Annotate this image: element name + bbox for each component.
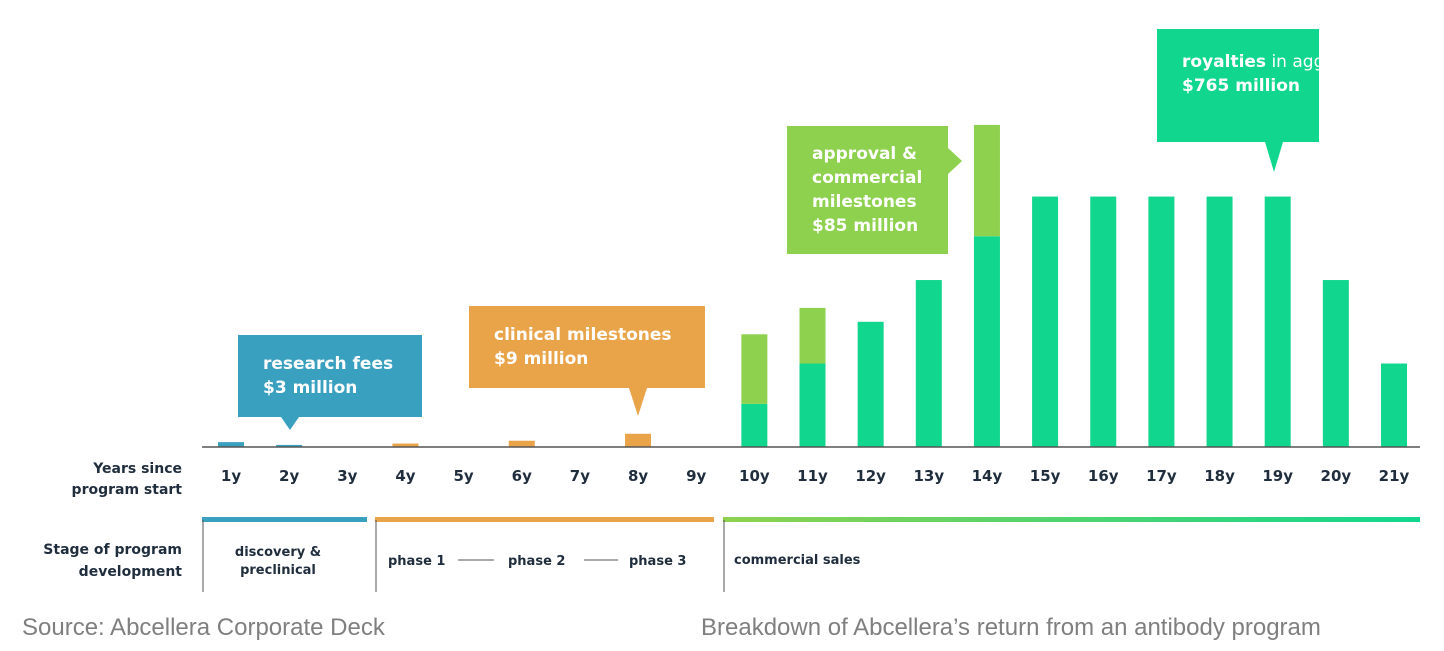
bar-8y-s1 — [625, 433, 652, 447]
stage-bar-commercial — [723, 517, 1420, 522]
tick-label-7y: 7y — [570, 467, 590, 485]
bar-1y-s0 — [218, 442, 244, 447]
stage-discovery-line2: preclinical — [240, 563, 316, 578]
research-fees-pointer — [281, 417, 299, 430]
bar-2y-s0 — [276, 444, 303, 447]
stage-bar-clinical — [375, 517, 714, 522]
tick-label-15y: 15y — [1030, 467, 1061, 485]
clinical-milestones-callout: clinical milestones $9 million — [469, 306, 705, 416]
tick-label-12y: 12y — [855, 467, 886, 485]
research-fees-amount: $3 million — [263, 378, 358, 398]
approval-milestones-amount: $85 million — [812, 216, 919, 236]
stage-phase1: phase 1 — [388, 554, 445, 569]
source-caption: Source: Abcellera Corporate Deck — [22, 614, 385, 641]
bar-15y-s2 — [1032, 196, 1059, 447]
tick-label-4y: 4y — [395, 467, 415, 485]
bar-10y-s3 — [741, 334, 768, 404]
tick-label-6y: 6y — [512, 467, 532, 485]
description-caption: Breakdown of Abcellera’s return from an … — [701, 614, 1321, 641]
stage-bar-discovery — [202, 517, 367, 522]
bar-12y-s2 — [857, 321, 884, 447]
bar-21y-s2 — [1381, 363, 1407, 447]
stage-commercial: commercial sales — [734, 553, 861, 568]
clinical-milestones-amount: $9 million — [494, 349, 589, 369]
research-fees-label: research fees — [263, 354, 394, 374]
royalties-line1: royalties in aggregate of — [1182, 50, 1402, 74]
tick-label-9y: 9y — [686, 467, 706, 485]
bar-11y-s2 — [799, 363, 826, 447]
tick-label-11y: 11y — [797, 467, 828, 485]
approval-milestones-label: approval & commercial milestones — [812, 144, 923, 212]
tick-label-10y: 10y — [739, 467, 770, 485]
tick-label-2y: 2y — [279, 467, 299, 485]
royalties-callout: royalties in aggregate of $765 million — [1157, 29, 1402, 172]
research-fees-callout: research fees $3 million — [238, 335, 422, 430]
bar-13y-s2 — [915, 280, 942, 447]
tick-label-3y: 3y — [337, 467, 357, 485]
bar-10y-s2 — [741, 403, 768, 447]
bar-19y-s2 — [1264, 196, 1291, 447]
stage-discovery-line1: discovery & — [235, 545, 321, 560]
bar-4y-s1 — [392, 443, 419, 447]
clinical-milestones-pointer — [629, 388, 647, 416]
royalties-label: royalties — [1182, 52, 1267, 72]
tick-label-20y: 20y — [1321, 467, 1352, 485]
bar-11y-s3 — [799, 307, 826, 364]
stage-title-line1: Stage of program — [43, 542, 182, 558]
bar-14y-s2 — [973, 236, 1000, 447]
tick-label-19y: 19y — [1262, 467, 1293, 485]
x-axis-title-line1: Years since — [92, 461, 182, 477]
tick-label-17y: 17y — [1146, 467, 1177, 485]
bar-17y-s2 — [1148, 196, 1175, 447]
stage-phase3: phase 3 — [629, 554, 686, 569]
tick-label-16y: 16y — [1088, 467, 1119, 485]
tick-label-1y: 1y — [221, 467, 241, 485]
tick-label-8y: 8y — [628, 467, 648, 485]
bar-6y-s1 — [508, 440, 535, 447]
chart-svg: 1y 2y 3y 4y 5y 6y 7y 8y 9y 10y 11y 12y 13y 14y 15y 16y 1… — [43, 124, 1420, 592]
bar-18y-s2 — [1206, 196, 1233, 447]
royalties-pointer — [1265, 142, 1283, 172]
tick-label-14y: 14y — [972, 467, 1003, 485]
tick-label-13y: 13y — [913, 467, 944, 485]
approval-milestones-pointer — [948, 148, 962, 174]
tick-label-21y: 21y — [1379, 467, 1410, 485]
stage-title-line2: development — [79, 564, 183, 580]
stage-phase2: phase 2 — [508, 554, 565, 569]
royalties-text: in aggregate of — [1271, 52, 1402, 72]
bar-16y-s2 — [1090, 196, 1117, 447]
x-axis-title-line2: program start — [72, 482, 183, 498]
royalties-amount: $765 million — [1182, 76, 1301, 96]
clinical-milestones-label: clinical milestones — [494, 325, 672, 345]
bar-14y-s3 — [973, 124, 1000, 237]
tick-label-5y: 5y — [453, 467, 473, 485]
bar-20y-s2 — [1322, 280, 1349, 447]
approval-milestones-callout: approval & commercial milestones $85 mil… — [787, 126, 962, 254]
tick-label-18y: 18y — [1204, 467, 1235, 485]
